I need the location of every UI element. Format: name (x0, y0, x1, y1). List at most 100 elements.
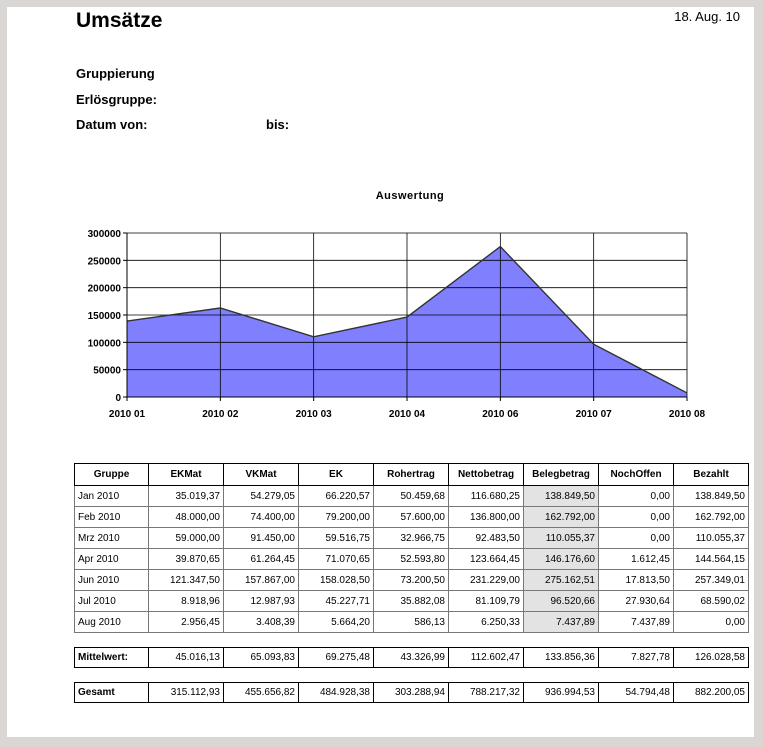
table-cell: 68.590,02 (673, 590, 749, 612)
table-row: Aug 2010 2.956,45 3.408,39 5.664,20 586,13 6.… (74, 611, 749, 633)
y-tick-label: 150000 (88, 311, 122, 322)
table-cell: 45.016,13 (148, 647, 224, 668)
table-cell: Apr 2010 (74, 548, 149, 570)
table-cell: 110.055,37 (523, 527, 599, 549)
table-body: Jan 2010 35.019,37 54.279,05 66.220,57 50.45… (74, 485, 749, 703)
datum-von-label: Datum von: (76, 117, 148, 132)
table-cell: 0,00 (598, 506, 674, 528)
table-cell: 126.028,58 (673, 647, 749, 668)
table-cell: 59.000,00 (148, 527, 224, 549)
row-spacer (75, 668, 749, 683)
table-cell: 586,13 (373, 611, 449, 633)
table-cell: 17.813,50 (598, 569, 674, 591)
table-cell: 52.593,80 (373, 548, 449, 570)
table-cell: 73.200,50 (373, 569, 449, 591)
column-header: Nettobetrag (448, 463, 524, 486)
table-cell: 484.928,38 (298, 682, 374, 703)
x-tick-label: 2010 02 (202, 409, 239, 420)
table-cell: 39.870,65 (148, 548, 224, 570)
table-cell: 7.827,78 (598, 647, 674, 668)
table-cell: 144.564,15 (673, 548, 749, 570)
area-chart: Auswertung 300000 250000 200000 150000 100000… (88, 190, 706, 420)
table-cell: 69.275,48 (298, 647, 374, 668)
table-cell: Gesamt (74, 682, 149, 703)
table-cell: 35.019,37 (148, 485, 224, 507)
column-header: NochOffen (598, 463, 674, 486)
table-cell: 116.680,25 (448, 485, 524, 507)
table-cell: 7.437,89 (523, 611, 599, 633)
table-cell: 59.516,75 (298, 527, 374, 549)
table-cell: 54.279,05 (223, 485, 299, 507)
table-cell: Mittelwert: (74, 647, 149, 668)
report-page: Umsätze 18. Aug. 10 Gruppierung Erlösgru… (7, 7, 754, 737)
table-cell: 110.055,37 (673, 527, 749, 549)
column-header: VKMat (223, 463, 299, 486)
table-row: Mrz 2010 59.000,00 91.450,00 59.516,75 32.96… (74, 527, 749, 549)
table-cell: Aug 2010 (74, 611, 149, 633)
table-cell: 121.347,50 (148, 569, 224, 591)
table-cell: 5.664,20 (298, 611, 374, 633)
table-cell: 92.483,50 (448, 527, 524, 549)
table-cell: 136.800,00 (448, 506, 524, 528)
table-row: Jul 2010 8.918,96 12.987,93 45.227,71 35.882… (74, 590, 749, 612)
table-cell: 158.028,50 (298, 569, 374, 591)
table-cell: 57.600,00 (373, 506, 449, 528)
table-cell: 71.070,65 (298, 548, 374, 570)
y-tick-label: 300000 (88, 229, 122, 240)
table-cell: Jul 2010 (74, 590, 149, 612)
table-cell: 61.264,45 (223, 548, 299, 570)
table-cell: 91.450,00 (223, 527, 299, 549)
table-cell: 79.200,00 (298, 506, 374, 528)
chart-title: Auswertung (376, 190, 445, 202)
table-cell: 146.176,60 (523, 548, 599, 570)
table-cell: 27.930,64 (598, 590, 674, 612)
table-row: Apr 2010 39.870,65 61.264,45 71.070,65 52.59… (74, 548, 749, 570)
table-cell: 231.229,00 (448, 569, 524, 591)
table-cell: 12.987,93 (223, 590, 299, 612)
table-cell: Jan 2010 (74, 485, 149, 507)
bis-label: bis: (266, 117, 290, 132)
table-cell: 133.856,36 (523, 647, 599, 668)
table-cell: 303.288,94 (373, 682, 449, 703)
area-series-line (126, 245, 688, 394)
y-tick-label: 250000 (88, 256, 122, 267)
revenue-table: Gruppe EKMat VKMat EK Rohertrag Nettobetrag Be… (74, 463, 749, 703)
table-cell: 43.326,99 (373, 647, 449, 668)
table-cell: 455.656,82 (223, 682, 299, 703)
table-cell: 788.217,32 (448, 682, 524, 703)
table-cell: 275.162,51 (523, 569, 599, 591)
x-tick-label: 2010 06 (482, 409, 519, 420)
mittelwert-row: Mittelwert: 45.016,13 65.093,83 69.275,48 43… (74, 647, 749, 668)
y-tick-label: 200000 (88, 284, 122, 295)
table-cell: 0,00 (598, 485, 674, 507)
table-cell: 162.792,00 (523, 506, 599, 528)
gruppierung-label: Gruppierung (76, 66, 155, 81)
column-header: Gruppe (74, 463, 149, 486)
table-cell: 0,00 (673, 611, 749, 633)
column-header: EK (298, 463, 374, 486)
table-cell: 936.994,53 (523, 682, 599, 703)
table-cell: 65.093,83 (223, 647, 299, 668)
row-spacer (75, 633, 749, 648)
x-tick-label: 2010 01 (109, 409, 146, 420)
table-cell: 81.109,79 (448, 590, 524, 612)
column-header: Belegbetrag (523, 463, 599, 486)
table-cell: 1.612,45 (598, 548, 674, 570)
table-cell: 138.849,50 (673, 485, 749, 507)
table-cell: Jun 2010 (74, 569, 149, 591)
table-cell: 257.349,01 (673, 569, 749, 591)
gesamt-row: Gesamt 315.112,93 455.656,82 484.928,38 303.… (74, 682, 749, 703)
table-cell: 315.112,93 (148, 682, 224, 703)
table-cell: 123.664,45 (448, 548, 524, 570)
table-cell: 66.220,57 (298, 485, 374, 507)
y-tick-label: 100000 (88, 338, 122, 349)
report-date: 18. Aug. 10 (674, 9, 740, 24)
table-cell: 882.200,05 (673, 682, 749, 703)
x-tick-label: 2010 03 (296, 409, 333, 420)
table-cell: 48.000,00 (148, 506, 224, 528)
table-header-row: Gruppe EKMat VKMat EK Rohertrag Nettobetrag Be… (74, 463, 749, 486)
table-cell: 157.867,00 (223, 569, 299, 591)
table-cell: 8.918,96 (148, 590, 224, 612)
table-cell: 74.400,00 (223, 506, 299, 528)
table-cell: 138.849,50 (523, 485, 599, 507)
